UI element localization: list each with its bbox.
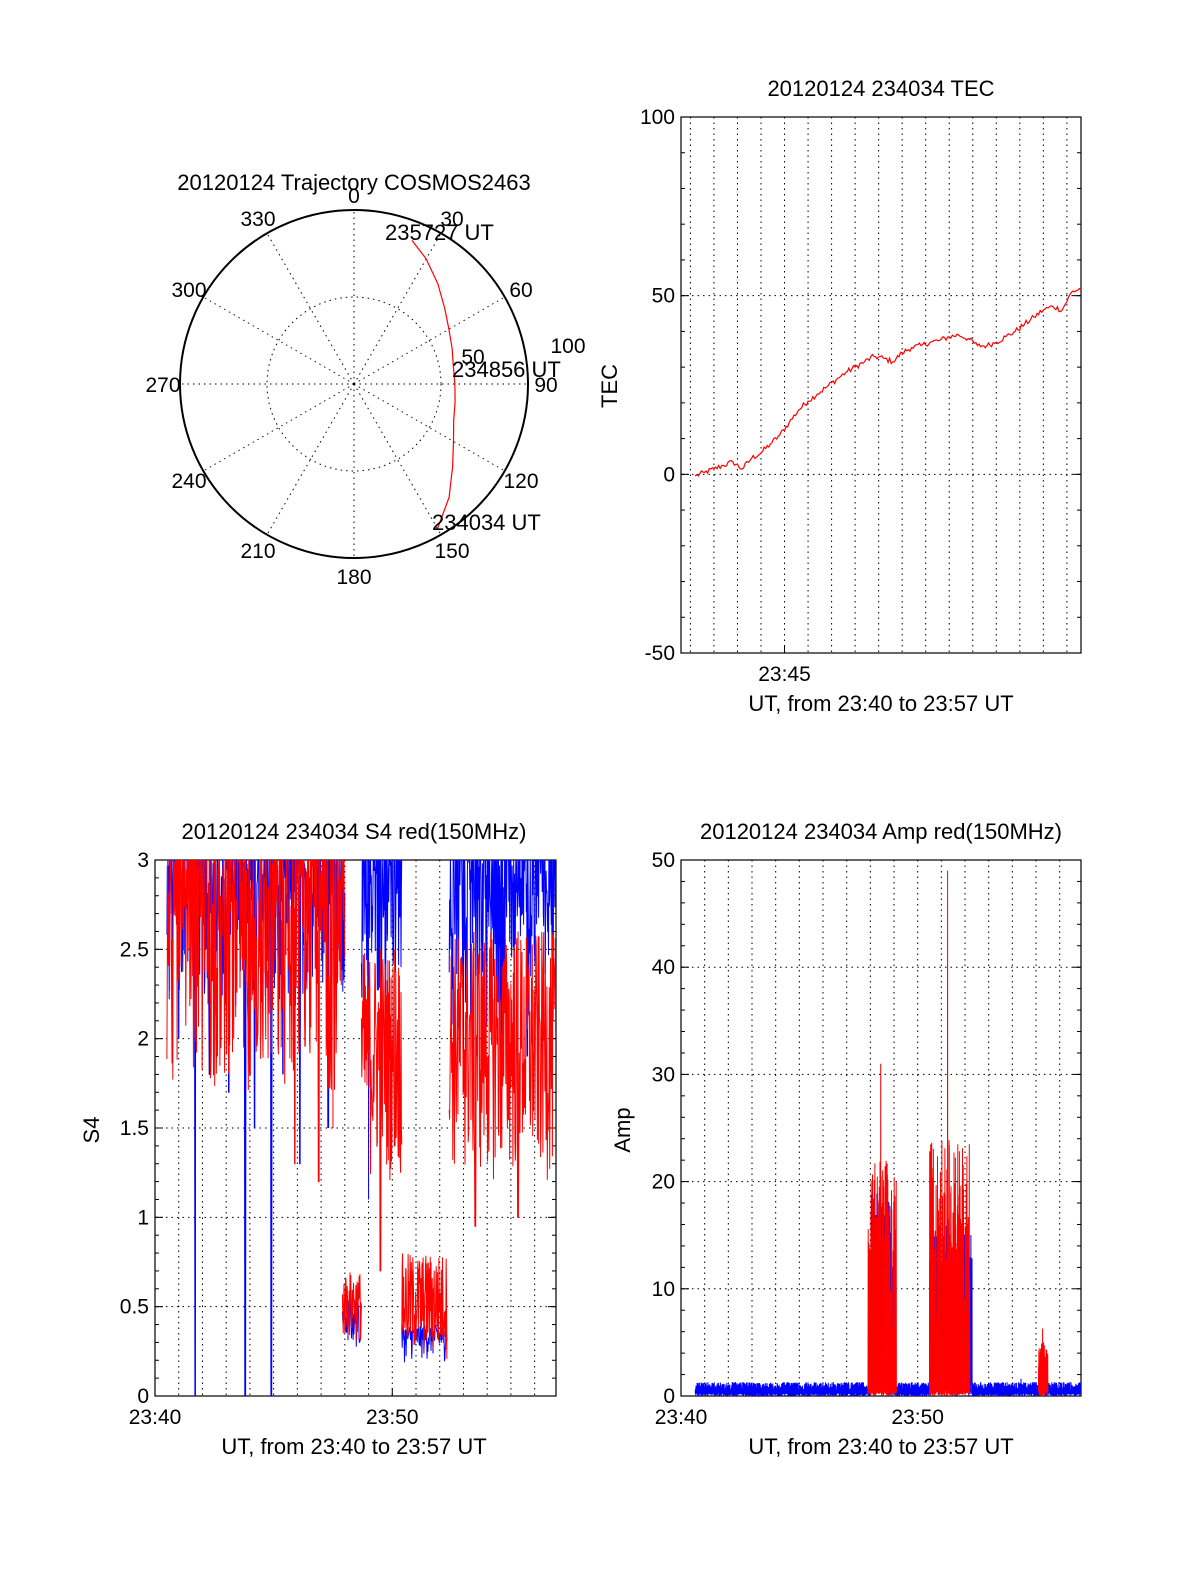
tec-grid: -50 0 50 100 23:45 <box>640 106 1082 686</box>
s4-series-red-segment <box>448 931 556 1227</box>
s4-ytick-label: 1.5 <box>120 1117 149 1140</box>
tec-ytick-label: -50 <box>645 642 675 665</box>
s4-xtick-label: 23:50 <box>366 1406 419 1429</box>
polar-ring-50 <box>266 296 442 472</box>
s4-series-red-segment <box>341 1272 362 1341</box>
s4-plot <box>166 860 556 1396</box>
polar-angle-label: 60 <box>509 279 532 302</box>
amp-series-blue-segment <box>694 1382 871 1396</box>
polar-angle-label: 330 <box>240 208 275 231</box>
tec-ytick-label: 0 <box>663 463 675 486</box>
s4-series-red-segment <box>360 953 403 1272</box>
trajectory-plot: 235727 UT 234856 UT 234034 UT <box>385 220 561 535</box>
amp-panel: 20120124 234034 Amp red(150MHz) UT, from… <box>610 819 1082 1459</box>
polar-spoke <box>203 296 355 385</box>
amp-ytick-label: 30 <box>652 1063 675 1086</box>
polar-spoke <box>353 296 505 385</box>
tec-ylabel: TEC <box>597 364 622 408</box>
amp-series-blue-segment <box>971 1378 1081 1396</box>
tec-series-line <box>694 287 1082 477</box>
trajectory-time-label: 235727 UT <box>385 220 494 245</box>
polar-angle-label: 300 <box>171 279 206 302</box>
polar-angle-label: 210 <box>240 540 275 563</box>
polar-spoke <box>353 233 442 385</box>
amp-title: 20120124 234034 Amp red(150MHz) <box>700 819 1062 844</box>
polar-spoke <box>353 383 442 535</box>
amp-ytick-label: 50 <box>652 849 675 872</box>
s4-title: 20120124 234034 S4 red(150MHz) <box>182 819 527 844</box>
tec-ytick-label: 100 <box>640 106 675 129</box>
s4-ylabel: S4 <box>79 1117 104 1144</box>
trajectory-title: 20120124 Trajectory COSMOS2463 <box>177 170 530 195</box>
amp-ytick-label: 40 <box>652 956 675 979</box>
amp-series-red-segment <box>929 870 971 1396</box>
polar-grid: 0 30 60 90 120 150 180 210 240 270 300 330 50 100 <box>145 185 585 589</box>
polar-angle-label: 180 <box>336 566 371 589</box>
s4-series-blue-segment <box>448 860 556 1111</box>
tec-plot <box>694 287 1082 477</box>
s4-ytick-label: 3 <box>137 849 149 872</box>
amp-series-red-segment <box>867 1063 897 1396</box>
polar-spoke <box>266 383 355 535</box>
trajectory-panel: 20120124 Trajectory COSMOS2463 0 30 60 90 12… <box>145 170 585 589</box>
s4-ytick-label: 0 <box>137 1385 149 1408</box>
polar-angle-label: 0 <box>348 185 360 208</box>
tec-xtick-label: 23:45 <box>758 663 811 686</box>
tec-xlabel: UT, from 23:40 to 23:57 UT <box>748 691 1013 716</box>
s4-ytick-label: 2 <box>137 1028 149 1051</box>
amp-ytick-label: 0 <box>663 1385 675 1408</box>
s4-xlabel: UT, from 23:40 to 23:57 UT <box>221 1434 486 1459</box>
s4-xtick-label: 23:40 <box>129 1406 182 1429</box>
s4-ytick-label: 0.5 <box>120 1296 149 1319</box>
polar-spoke <box>353 383 505 472</box>
amp-series-red-segment <box>1037 1328 1049 1396</box>
tec-frame <box>680 116 1082 654</box>
s4-series-red-segment <box>401 1253 448 1359</box>
amp-grid: 0 10 20 30 40 50 23:40 23:50 <box>652 849 1082 1429</box>
s4-frame <box>154 859 557 1397</box>
amp-ytick-label: 10 <box>652 1278 675 1301</box>
amp-series-blue-segment <box>893 1382 930 1396</box>
amp-ylabel: Amp <box>610 1107 635 1152</box>
s4-ytick-label: 2.5 <box>120 938 149 961</box>
amp-frame <box>680 859 1082 1397</box>
polar-radius-label: 50 <box>461 346 484 369</box>
tec-panel: 20120124 234034 TEC UT, from 23:40 to 23… <box>597 76 1082 716</box>
amp-ytick-label: 20 <box>652 1171 675 1194</box>
polar-outer-ring <box>179 209 529 559</box>
s4-panel: 20120124 234034 S4 red(150MHz) UT, from … <box>79 819 557 1459</box>
polar-spoke <box>266 233 355 385</box>
trajectory-line <box>411 240 456 529</box>
amp-plot <box>694 870 1081 1396</box>
polar-spoke <box>203 383 355 472</box>
amp-xlabel: UT, from 23:40 to 23:57 UT <box>748 1434 1013 1459</box>
amp-xtick-label: 23:50 <box>891 1406 944 1429</box>
s4-ytick-label: 1 <box>137 1206 149 1229</box>
tec-title: 20120124 234034 TEC <box>767 76 994 101</box>
tec-ytick-label: 50 <box>652 285 675 308</box>
trajectory-time-label: 234856 UT <box>452 357 561 382</box>
polar-angle-label: 90 <box>534 374 557 397</box>
polar-angle-label: 240 <box>171 470 206 493</box>
polar-angle-label: 120 <box>503 470 538 493</box>
s4-grid: 0 0.5 1 1.5 2 2.5 3 23:40 23:50 <box>120 849 557 1429</box>
amp-xtick-label: 23:40 <box>655 1406 708 1429</box>
polar-angle-label: 270 <box>145 374 180 397</box>
trajectory-time-label: 234034 UT <box>432 510 541 535</box>
polar-radius-label: 100 <box>550 335 585 358</box>
polar-angle-label: 150 <box>434 540 469 563</box>
polar-angle-label: 30 <box>440 208 463 231</box>
s4-series-red-segment <box>166 860 346 1183</box>
